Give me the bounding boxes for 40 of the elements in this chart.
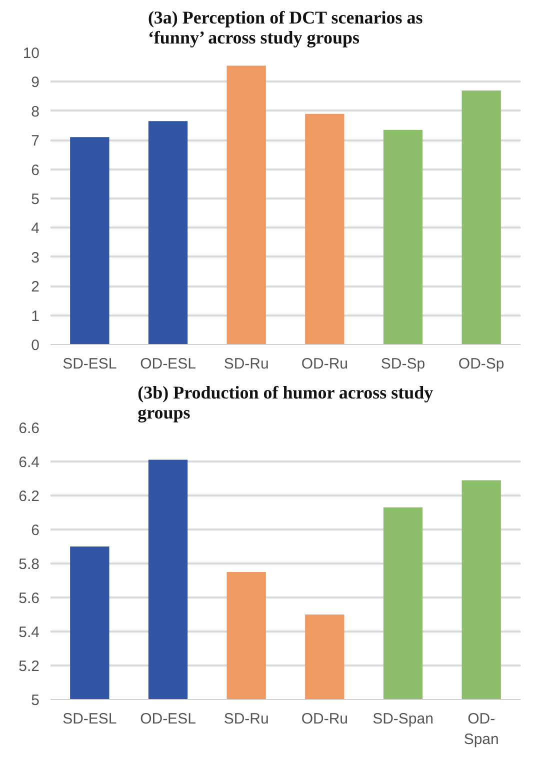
x-tick-label: OD-Span xyxy=(464,710,499,748)
y-tick-label: 4 xyxy=(31,220,40,238)
x-tick-label: SD-Ru xyxy=(224,356,269,372)
bar xyxy=(383,130,423,344)
y-tick-label: 5 xyxy=(31,692,40,709)
x-tick-label: OD-ESL xyxy=(140,710,196,728)
y-tick-label: 5.2 xyxy=(18,658,40,675)
x-tick-label: OD-Ru xyxy=(301,710,348,728)
y-tick-label: 5.4 xyxy=(18,624,40,641)
x-tick-label: SD-Sp xyxy=(380,356,426,372)
x-tick-label: SD-ESL xyxy=(62,710,117,728)
x-tick-label: SD-Span xyxy=(372,710,434,728)
y-tick-label: 9 xyxy=(31,74,40,92)
y-tick-label: 6.4 xyxy=(18,454,40,471)
y-tick-label: 7 xyxy=(31,132,40,150)
y-tick-label: 10 xyxy=(22,45,40,62)
y-tick-label: 5.8 xyxy=(18,556,40,573)
chart-title: (3b) Production of humor across study groups xyxy=(138,382,434,422)
x-tick-label: SD-ESL xyxy=(62,356,117,372)
chart-title: (3a) Perception of DCT scenarios as ‘funny’ across study groups xyxy=(148,8,423,48)
y-tick-label: 6 xyxy=(31,522,40,539)
x-tick-label: SD-Ru xyxy=(224,710,269,728)
bar xyxy=(148,121,188,344)
bar xyxy=(462,90,501,344)
y-tick-label: 5.6 xyxy=(18,590,40,607)
y-tick-label: 1 xyxy=(31,308,40,325)
y-tick-label: 6 xyxy=(31,162,40,179)
x-tick-label: OD-Ru xyxy=(301,356,348,372)
y-tick-label: 5 xyxy=(31,191,40,208)
bar xyxy=(226,66,266,344)
x-tick-label: OD-Sp xyxy=(458,356,504,372)
y-tick-label: 6.2 xyxy=(18,488,40,505)
bar xyxy=(70,137,110,344)
y-tick-label: 2 xyxy=(31,278,40,296)
y-tick-label: 3 xyxy=(31,249,40,266)
bar xyxy=(305,114,344,344)
y-tick-label: 8 xyxy=(31,103,40,120)
x-tick-label: OD-ESL xyxy=(140,356,196,372)
y-tick-label: 0 xyxy=(31,337,40,354)
y-tick-label: 6.6 xyxy=(18,420,40,437)
